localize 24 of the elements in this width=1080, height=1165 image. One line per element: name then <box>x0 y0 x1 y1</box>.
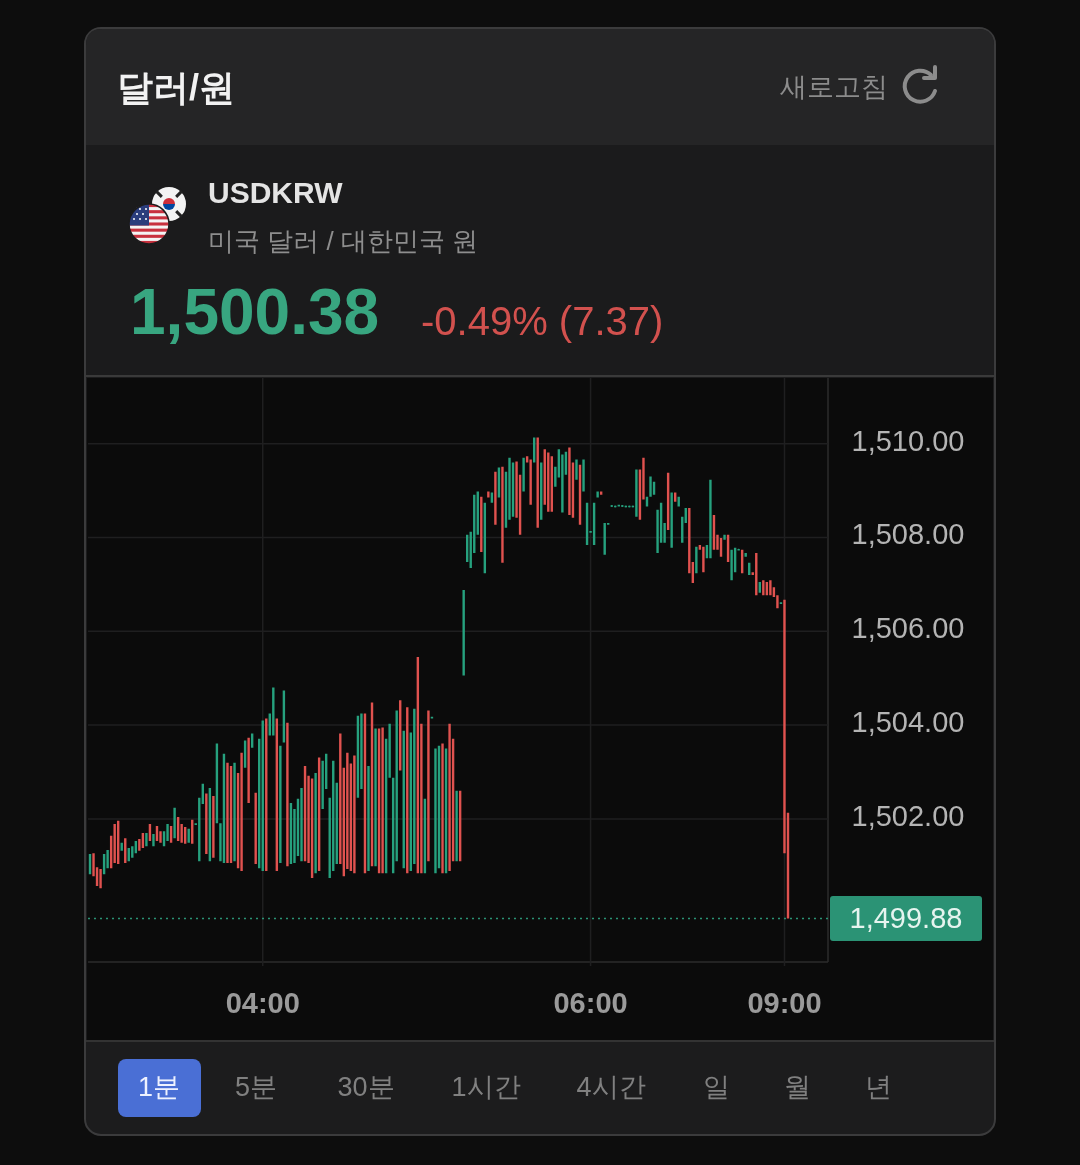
text: 30분 <box>337 1072 395 1102</box>
text: 미국 달러 / 대한민국 원 <box>208 226 479 256</box>
chart-title: 달러/원 <box>117 66 236 108</box>
x-tick-label: 04:00 <box>225 987 300 1019</box>
text: 새로고침 <box>780 72 888 102</box>
text: USDKRW <box>208 175 344 209</box>
x-tick-label: 09:00 <box>747 987 822 1019</box>
ref-line-label: 1,499.88 <box>849 902 963 935</box>
y-tick-label: 1,508.00 <box>851 518 965 551</box>
y-tick-label: 1,506.00 <box>851 612 965 645</box>
y-tick-label: 1,510.00 <box>851 424 965 457</box>
y-tick-label: 1,502.00 <box>851 799 965 832</box>
text: 년 <box>864 1072 892 1102</box>
text: -0.49% (7.37) <box>421 299 664 343</box>
text: 일 <box>702 1072 730 1102</box>
text: 1분 <box>137 1072 181 1102</box>
text: 1시간 <box>451 1072 521 1102</box>
text: 5분 <box>234 1072 278 1102</box>
text: 월 <box>783 1072 811 1102</box>
candlestick <box>744 552 747 557</box>
x-tick-label: 06:00 <box>553 987 628 1019</box>
y-tick-label: 1,504.00 <box>851 706 965 739</box>
text: 4시간 <box>576 1072 646 1102</box>
text: 1,500.38 <box>130 276 380 348</box>
